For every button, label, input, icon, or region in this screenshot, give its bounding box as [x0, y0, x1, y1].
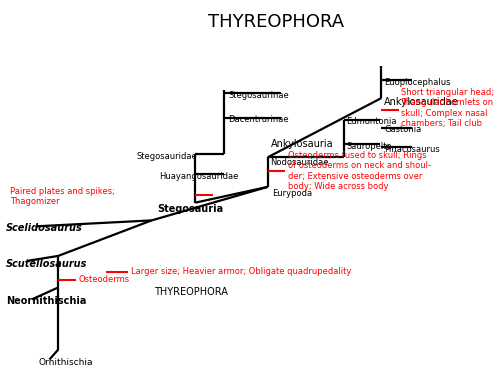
Text: Pinacosaurus: Pinacosaurus	[384, 145, 440, 154]
Text: Stegosauria: Stegosauria	[157, 204, 223, 214]
Text: Edmontonia: Edmontonia	[346, 117, 397, 126]
Text: Ankylosauria: Ankylosauria	[270, 139, 333, 149]
Text: Osteoderms fused to skull; Rings
of osteoderms on neck and shoul-
der; Extensive: Osteoderms fused to skull; Rings of oste…	[288, 151, 431, 191]
Text: Gastonia: Gastonia	[384, 125, 422, 134]
Text: Ankylosauridae: Ankylosauridae	[384, 97, 459, 107]
Text: Dacentrurinae: Dacentrurinae	[228, 115, 289, 124]
Text: Stegosaurinae: Stegosaurinae	[228, 91, 290, 100]
Text: Huayangosauridae: Huayangosauridae	[158, 172, 238, 180]
Text: Eurypoda: Eurypoda	[272, 189, 312, 198]
Text: Sauropelta: Sauropelta	[346, 142, 392, 151]
Text: Larger size; Heavier armor; Obligate quadrupedality: Larger size; Heavier armor; Obligate qua…	[130, 267, 351, 276]
Text: THYREOPHORA: THYREOPHORA	[154, 287, 228, 297]
Text: Stegosauridae: Stegosauridae	[137, 152, 198, 161]
Text: Scelidosaurus: Scelidosaurus	[6, 223, 82, 233]
Text: Nodosauridae: Nodosauridae	[270, 158, 329, 167]
Text: Scutellosaurus: Scutellosaurus	[6, 259, 87, 269]
Text: Paired plates and spikes;
Thagomizer: Paired plates and spikes; Thagomizer	[10, 187, 115, 206]
Text: Neornithischia: Neornithischia	[6, 296, 86, 306]
Text: Ornithischia: Ornithischia	[38, 358, 92, 367]
Text: Osteoderms: Osteoderms	[78, 275, 130, 284]
Text: THYREOPHORA: THYREOPHORA	[208, 13, 344, 31]
Text: Short triangular head;
Triangular hornlets on
skull; Complex nasal
chambers; Tai: Short triangular head; Triangular hornle…	[402, 88, 494, 128]
Text: Euoplocephalus: Euoplocephalus	[384, 78, 450, 87]
